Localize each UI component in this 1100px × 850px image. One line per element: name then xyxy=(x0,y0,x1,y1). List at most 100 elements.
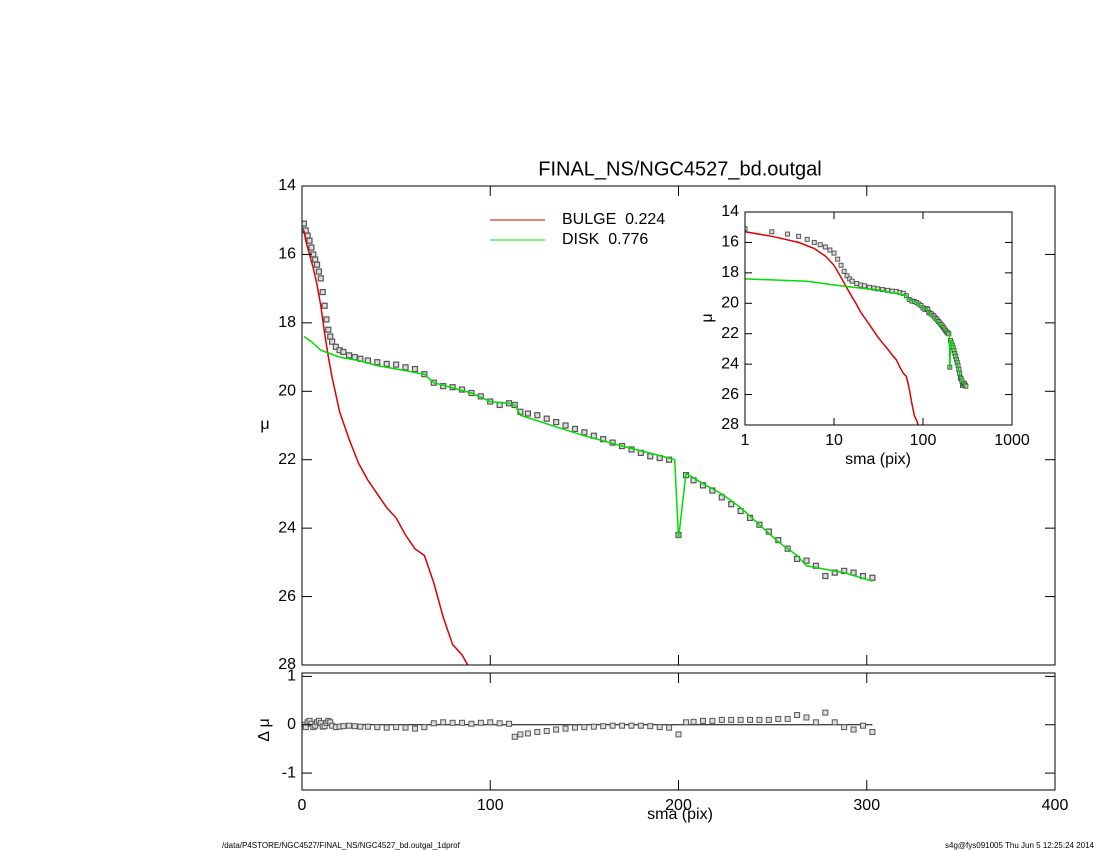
data-point xyxy=(374,359,381,366)
data-point xyxy=(817,242,823,248)
y-tick-label: 28 xyxy=(721,416,739,433)
data-point xyxy=(600,436,607,443)
x-tick-label: 10 xyxy=(825,432,843,449)
residual-point xyxy=(364,723,371,730)
residual-point xyxy=(803,714,810,721)
residual-point xyxy=(869,728,876,735)
residual-point xyxy=(699,717,706,724)
data-point xyxy=(804,236,810,242)
residual-point xyxy=(459,719,466,726)
data-point xyxy=(315,268,323,275)
data-point xyxy=(728,501,735,508)
data-point xyxy=(718,494,725,501)
y-tick-label: 24 xyxy=(721,355,739,372)
model-line xyxy=(303,230,469,665)
data-point xyxy=(308,244,315,251)
residual-point xyxy=(449,719,456,726)
residual-point xyxy=(666,724,673,731)
data-point xyxy=(841,567,848,575)
legend-label: DISK 0.776 xyxy=(562,231,648,248)
inset-y-label: μ xyxy=(699,313,716,322)
x-tick-label: 100 xyxy=(910,432,937,449)
footer-left: /data/P4STORE/NGC4527/FINAL_NS/NGC4527_b… xyxy=(222,841,461,850)
data-point xyxy=(831,250,837,256)
data-point xyxy=(812,562,820,569)
y-tick-label: 1 xyxy=(287,668,296,685)
residual-point xyxy=(543,728,550,735)
data-point xyxy=(841,268,847,274)
residual-point xyxy=(812,719,819,726)
data-point xyxy=(796,233,802,239)
y-tick-label: 28 xyxy=(278,656,296,673)
residual-point xyxy=(609,722,616,729)
y-tick-label: 26 xyxy=(721,386,739,403)
residual-point xyxy=(402,724,409,731)
residual-point xyxy=(393,724,400,731)
data-point xyxy=(325,326,332,333)
y-tick-label: 26 xyxy=(278,588,296,605)
y-tick-label: 18 xyxy=(278,314,296,331)
residual-point xyxy=(728,716,735,723)
data-point xyxy=(647,453,654,460)
residual-point xyxy=(477,719,484,726)
data-point xyxy=(534,412,541,419)
residual-point xyxy=(619,722,626,729)
y-tick-label: 20 xyxy=(721,295,739,312)
data-point xyxy=(803,557,810,564)
residual-point xyxy=(784,715,791,722)
data-point xyxy=(340,348,347,356)
data-point xyxy=(811,239,817,245)
data-point xyxy=(321,302,328,309)
chart-title: FINAL_NS/NGC4527_bd.outgal xyxy=(538,158,822,180)
data-point xyxy=(312,256,319,263)
data-point xyxy=(306,237,313,244)
residual-point xyxy=(468,720,475,727)
residual-point xyxy=(822,709,829,716)
residual-point xyxy=(656,724,663,731)
x-tick-label: 0 xyxy=(298,797,307,814)
residual-point xyxy=(421,724,428,731)
data-point xyxy=(665,456,673,463)
data-point xyxy=(302,220,307,227)
x-tick-label: 300 xyxy=(853,797,880,814)
data-point xyxy=(581,429,588,436)
data-point xyxy=(562,422,569,429)
residual-point xyxy=(562,725,569,732)
residual-point xyxy=(430,720,437,727)
residual-point xyxy=(794,712,801,719)
residual-point xyxy=(374,724,381,731)
y-tick-label: 22 xyxy=(721,325,739,342)
residual-point xyxy=(351,723,358,730)
data-point xyxy=(411,365,419,373)
residual-point xyxy=(647,723,654,730)
residual-point xyxy=(496,720,503,727)
data-point xyxy=(383,360,390,368)
data-point xyxy=(869,574,876,581)
residual-point xyxy=(637,722,644,729)
residual-point xyxy=(600,723,607,730)
x-axis-label: sma (pix) xyxy=(647,806,713,823)
data-point xyxy=(393,361,400,368)
data-point xyxy=(827,247,833,253)
data-point xyxy=(849,278,855,284)
data-point xyxy=(784,231,790,237)
y-tick-label: 16 xyxy=(721,234,739,251)
y-tick-label: 14 xyxy=(721,203,739,220)
y-tick-label: 22 xyxy=(278,451,296,468)
data-point xyxy=(838,262,844,268)
plot-area xyxy=(302,709,876,740)
residual-point xyxy=(524,730,531,737)
data-point xyxy=(822,244,828,250)
footer-right: s4g@fys091005 Thu Jun 5 12:25:24 2014 xyxy=(945,841,1095,850)
y-tick-label: 14 xyxy=(278,177,296,194)
data-point xyxy=(313,261,321,268)
legend-label: BULGE 0.224 xyxy=(562,211,665,228)
y-axis-label: μ xyxy=(260,416,269,433)
data-point xyxy=(822,572,829,580)
residual-point xyxy=(534,728,541,735)
residual-point xyxy=(831,719,838,726)
residual-y-label: Δ μ xyxy=(256,718,273,741)
data-point xyxy=(317,275,324,282)
data-point xyxy=(745,226,748,232)
